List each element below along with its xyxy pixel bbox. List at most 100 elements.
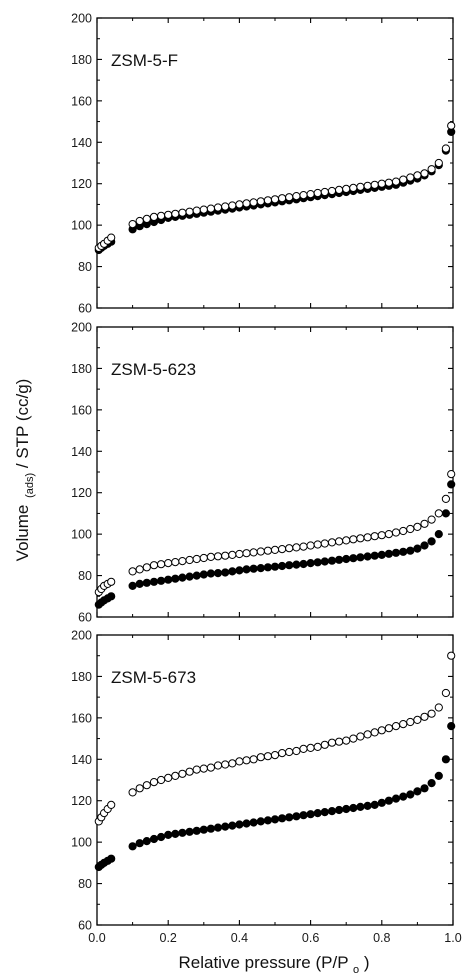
adsorption-point bbox=[447, 480, 456, 489]
x-tick-label: 0.6 bbox=[302, 931, 319, 945]
adsorption-point bbox=[420, 541, 429, 550]
desorption-point bbox=[356, 534, 365, 543]
desorption-point bbox=[370, 532, 379, 541]
desorption-point bbox=[164, 559, 173, 568]
desorption-point bbox=[249, 755, 258, 764]
desorption-point bbox=[157, 211, 166, 220]
x-tick-label: 0.2 bbox=[160, 931, 177, 945]
desorption-point bbox=[441, 144, 450, 153]
desorption-point bbox=[256, 753, 265, 762]
desorption-point bbox=[228, 550, 237, 560]
panel-label: ZSM-5-673 bbox=[111, 668, 196, 687]
y-tick-label: 160 bbox=[71, 94, 92, 108]
desorption-point bbox=[327, 538, 337, 547]
adsorption-point bbox=[142, 578, 151, 587]
adsorption-point bbox=[285, 561, 294, 570]
adsorption-point bbox=[157, 832, 166, 842]
adsorption-point bbox=[157, 576, 166, 585]
adsorption-point bbox=[171, 574, 180, 583]
y-tick-label: 60 bbox=[78, 302, 92, 316]
desorption-point bbox=[263, 196, 272, 205]
desorption-point bbox=[413, 715, 422, 725]
adsorption-point bbox=[377, 550, 386, 560]
y-tick-label: 100 bbox=[71, 219, 92, 233]
adsorption-point bbox=[128, 581, 137, 591]
y-tick-label: 200 bbox=[71, 321, 92, 335]
desorption-point bbox=[235, 757, 244, 766]
desorption-point bbox=[377, 726, 386, 735]
desorption-point bbox=[447, 121, 456, 130]
desorption-point bbox=[420, 519, 429, 528]
y-axis-title: Volume (ads) / STP (cc/g) bbox=[13, 379, 37, 562]
panel-1: 60 80 100 120 140 160 180 200 ZSM-5-F bbox=[71, 12, 456, 316]
desorption-point bbox=[107, 577, 116, 586]
adsorption-point bbox=[263, 816, 272, 825]
desorption-point bbox=[171, 558, 180, 567]
desorption-point bbox=[427, 165, 436, 174]
adsorption-point bbox=[349, 803, 358, 813]
adsorption-point bbox=[391, 548, 401, 557]
desorption-point bbox=[406, 524, 415, 534]
desorption-point bbox=[427, 515, 436, 524]
desorption-point bbox=[199, 205, 208, 214]
adsorption-point bbox=[107, 592, 116, 601]
desorption-point bbox=[213, 552, 223, 561]
desorption-point bbox=[149, 212, 159, 221]
desorption-point bbox=[107, 800, 116, 810]
desorption-point bbox=[285, 544, 294, 553]
desorption-point bbox=[278, 194, 287, 203]
adsorption-point bbox=[206, 824, 215, 833]
y-tick-label: 140 bbox=[71, 753, 92, 767]
desorption-point bbox=[256, 547, 265, 556]
y-tick-label: 160 bbox=[71, 711, 92, 725]
x-axis-title-sub: o bbox=[353, 964, 359, 976]
desorption-point bbox=[342, 184, 351, 193]
y-tick-label: 180 bbox=[71, 362, 92, 376]
desorption-point bbox=[256, 197, 265, 206]
desorption-point bbox=[213, 761, 223, 770]
desorption-point bbox=[434, 509, 443, 518]
desorption-point bbox=[356, 732, 365, 741]
desorption-point bbox=[349, 183, 358, 192]
adsorption-point bbox=[320, 557, 329, 566]
adsorption-point bbox=[420, 784, 429, 793]
adsorption-point bbox=[171, 829, 180, 839]
adsorption-point bbox=[406, 546, 415, 555]
desorption-point bbox=[263, 752, 272, 761]
adsorption-point bbox=[142, 837, 151, 846]
adsorption-point bbox=[164, 575, 173, 584]
x-axis-title-end: ) bbox=[364, 953, 370, 972]
desorption-point bbox=[228, 759, 237, 768]
desorption-point bbox=[391, 177, 401, 186]
y-tick-label: 160 bbox=[71, 403, 92, 417]
y-tick-label: 120 bbox=[71, 794, 92, 808]
desorption-point bbox=[299, 542, 308, 551]
desorption-point bbox=[413, 522, 422, 532]
desorption-point bbox=[221, 551, 230, 560]
desorption-point bbox=[135, 216, 144, 226]
adsorption-point bbox=[342, 554, 351, 564]
desorption-point bbox=[434, 703, 443, 712]
desorption-point bbox=[285, 193, 294, 202]
adsorption-point bbox=[178, 573, 187, 582]
adsorption-point bbox=[306, 810, 315, 819]
adsorption-point bbox=[192, 826, 201, 835]
x-tick-label: 0.4 bbox=[231, 931, 248, 945]
desorption-point bbox=[406, 717, 415, 727]
desorption-point bbox=[320, 740, 329, 749]
panel-label: ZSM-5-F bbox=[111, 51, 178, 70]
adsorption-point bbox=[249, 564, 258, 573]
y-tick-label: 140 bbox=[71, 445, 92, 459]
desorption-point bbox=[249, 198, 258, 207]
desorption-point bbox=[242, 756, 251, 765]
desorption-point bbox=[235, 200, 244, 209]
adsorption-point bbox=[399, 792, 408, 801]
desorption-point bbox=[299, 744, 308, 754]
adsorption-point bbox=[427, 779, 436, 788]
desorption-point bbox=[384, 530, 393, 539]
desorption-point bbox=[270, 751, 280, 760]
x-tick-label: 1.0 bbox=[444, 931, 461, 945]
desorption-point bbox=[249, 548, 258, 557]
desorption-point bbox=[157, 775, 166, 785]
